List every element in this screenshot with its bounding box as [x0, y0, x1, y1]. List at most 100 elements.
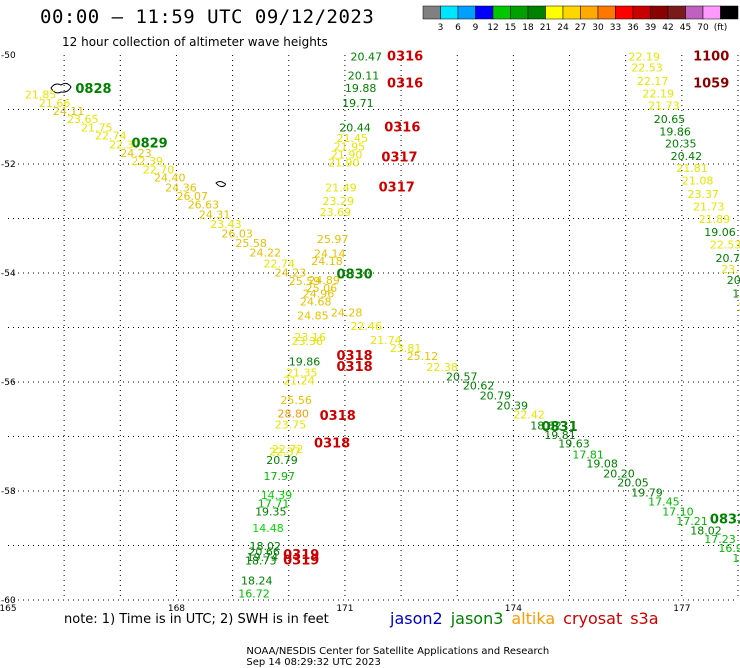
swh-value-label: 24.85	[297, 309, 329, 322]
colorbar-label: 42	[662, 23, 673, 33]
swh-value-label: 20.66	[248, 545, 279, 558]
swh-value-label: 21.24	[283, 375, 315, 388]
swh-value-label: 19.35	[255, 506, 286, 519]
swh-value-label: 23.29	[322, 195, 354, 208]
swh-value-label: 19.81	[544, 429, 576, 442]
swh-value-label: 23.18	[721, 263, 740, 276]
swh-value-label: 17.45	[648, 496, 680, 509]
colorbar-label: 18	[522, 23, 534, 33]
swh-value-label: 25.12	[407, 350, 439, 363]
swh-value-label: 25.06	[306, 282, 338, 295]
swh-value-label: 21.73	[648, 100, 680, 113]
colorbar-label: 36	[627, 23, 639, 33]
swh-value-label: 16.72	[238, 587, 270, 600]
swh-value-label: 24.36	[165, 181, 197, 194]
time-label: 0831	[541, 420, 577, 435]
swh-value-label: 20.57	[446, 370, 478, 383]
swh-value-label: 23.43	[210, 218, 242, 231]
swh-value-label: 22.74	[95, 129, 127, 142]
y-tick-label: -56	[1, 378, 16, 388]
swh-value-label: 22.39	[132, 155, 164, 168]
colorbar-label: 30	[592, 23, 604, 33]
timestamp-text: Sep 14 08:29:32 UTC 2023	[246, 657, 381, 668]
colorbar-label: (ft)	[714, 23, 728, 33]
swh-value-label: 22.72	[272, 443, 304, 456]
time-label: 1059	[693, 77, 729, 92]
colorbar-swatch	[702, 5, 721, 20]
swh-value-label: 21.85	[25, 89, 57, 102]
swh-value-label: 25.97	[317, 233, 349, 246]
chart-subtitle: 12 hour collection of altimeter wave hei…	[62, 35, 328, 49]
colorbar-swatch	[720, 5, 739, 20]
legend-s3a: s3a	[630, 609, 659, 628]
swh-value-label: 24.28	[331, 307, 363, 320]
swh-value-label: 22.19	[629, 50, 661, 63]
time-label: 1100	[693, 49, 729, 64]
swh-value-label: 22.37	[269, 446, 301, 459]
swh-value-label: 22.19	[643, 88, 675, 101]
colorbar-label: 21	[540, 23, 551, 33]
colorbar-label: 6	[455, 23, 461, 33]
swh-value-label: 25.59	[289, 275, 321, 288]
swh-value-label: 19.88	[345, 82, 377, 95]
swh-value-label: 25.56	[280, 394, 312, 407]
time-label: 0828	[75, 82, 111, 97]
colorbar-swatch	[650, 5, 669, 20]
swh-value-label: 18.82	[530, 419, 562, 432]
time-label: 0318	[337, 349, 373, 364]
swh-value-label: 21.90	[331, 149, 363, 162]
swh-value-label: 20.39	[497, 399, 529, 412]
swh-value-label: 20.42	[671, 150, 703, 163]
swh-value-label: 24.14	[314, 248, 346, 261]
y-tick-label: -52	[1, 160, 16, 170]
swh-value-label: 23.81	[390, 342, 422, 355]
swh-value-label: 19.71	[342, 97, 374, 110]
colorbar-swatch	[597, 5, 616, 20]
swh-value-label: 21.35	[286, 367, 318, 380]
swh-value-label: 21.74	[370, 334, 402, 347]
satellite-legend: jason2 jason3 altika cryosat s3a	[390, 609, 667, 628]
swh-value-label: 19.86	[659, 126, 691, 139]
x-tick-label: 168	[168, 604, 185, 614]
swh-value-label: 22.70	[143, 163, 175, 176]
swh-value-label: 25.58	[235, 237, 267, 250]
swh-value-label: 24.23	[120, 147, 152, 160]
swh-value-label: 19.63	[558, 437, 590, 450]
swh-value-label: 23.36	[292, 335, 324, 348]
swh-value-label: 18.02	[249, 540, 281, 553]
swh-value-label: 17.10	[662, 506, 694, 519]
colorbar-label: 9	[473, 23, 479, 33]
legend-jason3: jason3	[450, 609, 504, 628]
swh-value-label: 21.73	[693, 200, 725, 213]
swh-value-label: 22.42	[513, 409, 545, 422]
time-label: 0317	[381, 150, 417, 165]
swh-value-label: 21.81	[676, 162, 708, 175]
x-tick-label: 177	[673, 604, 690, 614]
swh-value-label: 24.31	[199, 209, 231, 222]
colorbar-label: 15	[505, 23, 516, 33]
colorbar-swatch	[527, 5, 546, 20]
colorbar-swatch	[422, 5, 441, 20]
time-label: 0317	[379, 180, 415, 195]
swh-value-label: 28.80	[278, 407, 310, 420]
credit-text: NOAA/NESDIS Center for Satellite Applica…	[246, 646, 550, 657]
time-label: 0829	[132, 137, 168, 152]
swh-value-label: 24.22	[249, 247, 281, 260]
swh-value-label: 18.91	[732, 288, 740, 301]
x-tick-label: 174	[505, 604, 522, 614]
y-tick-label: -58	[1, 487, 16, 497]
colorbar-label: 12	[487, 23, 498, 33]
island-outline	[50, 82, 72, 94]
swh-value-label: 24.18	[311, 255, 343, 268]
swh-value-label: 19.86	[289, 356, 321, 369]
swh-value-label: 20.47	[351, 50, 383, 63]
swh-value-label: 22.17	[637, 75, 669, 88]
colorbar-swatch	[580, 5, 599, 20]
time-label: 0318	[320, 409, 356, 424]
swh-value-label: 24.23	[275, 266, 307, 279]
swh-value-label: 17.71	[258, 497, 290, 510]
colorbar-label: 27	[575, 23, 586, 33]
colorbar-swatch	[475, 5, 494, 20]
altimeter-map: 165 168 171 174 177-50-52-54-56-58-603 6 9 12 15…	[0, 5, 740, 614]
time-label: 0316	[384, 120, 420, 135]
